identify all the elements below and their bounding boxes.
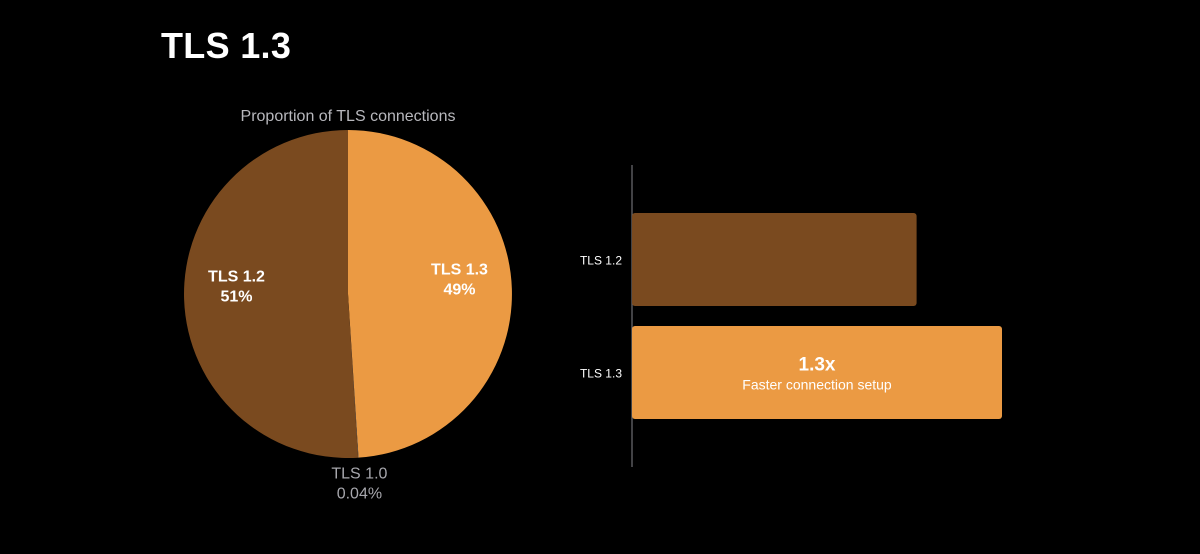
pie-label-tls-1-0: TLS 1.0 [331, 466, 387, 483]
pie-slice-tls-1-0 [348, 294, 359, 458]
pie-value-tls-1-3: 49% [443, 281, 475, 298]
bar-category-label-tls-1-3: TLS 1.3 [580, 367, 622, 381]
bar-annotation-text: Faster connection setup [742, 377, 892, 393]
pie-chart: Proportion of TLS connections TLS 1.3 49%… [184, 108, 512, 503]
page-title: TLS 1.3 [161, 25, 292, 66]
bar-tls-1-2 [632, 213, 917, 306]
bar-annotation-value: 1.3x [799, 355, 836, 376]
pie-slice-tls-1-3 [348, 130, 512, 458]
pie-label-tls-1-2: TLS 1.2 [208, 268, 265, 285]
pie-chart-title: Proportion of TLS connections [241, 108, 456, 125]
pie-value-tls-1-2: 51% [220, 288, 252, 305]
bar-category-label-tls-1-2: TLS 1.2 [580, 254, 622, 268]
pie-slice-tls-1-2 [184, 130, 359, 458]
pie-label-tls-1-3: TLS 1.3 [431, 261, 488, 278]
pie-value-tls-1-0: 0.04% [337, 486, 382, 503]
bar-tls-1-3 [632, 326, 1002, 419]
